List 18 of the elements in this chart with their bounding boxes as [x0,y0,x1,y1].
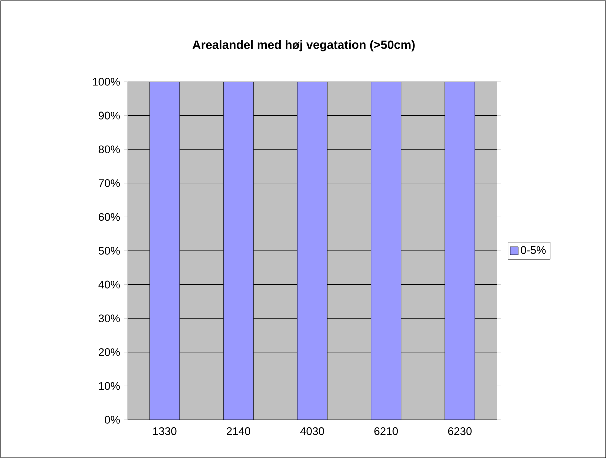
x-tick-label: 2140 [227,428,250,436]
y-tick-label: 70% [99,180,120,188]
chart-title: Arealandel med høj vegatation (>50cm) [192,40,415,52]
y-tick-label: 30% [98,314,120,322]
y-tick-label: 20% [99,348,120,356]
y-tick-label: 10% [99,382,120,390]
y-tick-label: 60% [99,213,120,222]
y-tick-label: 100% [93,78,120,86]
y-tick-label: 0% [104,416,120,424]
y-tick-label: 80% [98,146,120,154]
x-tick-label: 6210 [374,428,398,436]
x-tick-label: 6230 [448,428,472,436]
x-tick-label: 4030 [300,428,324,436]
x-tick-label: 1330 [154,428,177,436]
y-tick-label: 40% [98,280,120,289]
y-tick-label: 90% [98,112,120,120]
legend-label: 0-5% [521,246,546,254]
y-tick-label: 50% [98,247,120,255]
